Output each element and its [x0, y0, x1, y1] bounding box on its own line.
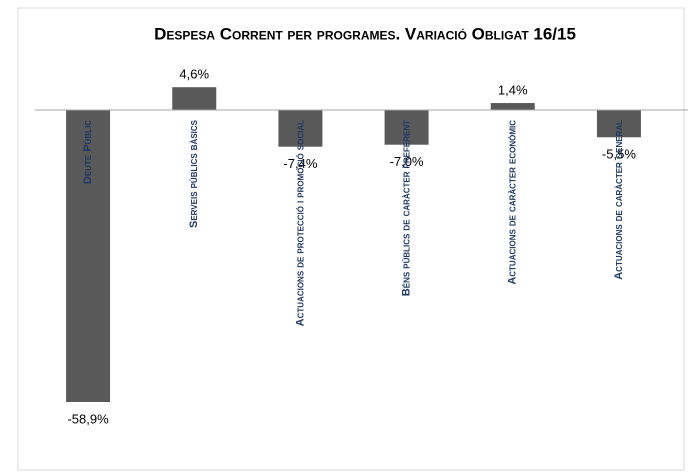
- data-label: -5,5%: [602, 147, 636, 162]
- category-label: Béns públics de caràcter preferent: [400, 120, 412, 296]
- bar: [596, 110, 641, 138]
- category-label: Serveis públics bàsics: [188, 119, 200, 228]
- chart-frame: [17, 7, 685, 471]
- bar: [384, 110, 429, 145]
- category-label: Actuacions de protecció i promoció socia…: [294, 120, 306, 326]
- bar: [172, 87, 217, 110]
- bar: [490, 103, 535, 110]
- data-label: 1,4%: [498, 82, 528, 97]
- data-label: -7,0%: [390, 154, 424, 169]
- bar: [278, 110, 323, 147]
- data-label: -58,9%: [67, 411, 109, 426]
- data-label: -7,4%: [283, 156, 317, 171]
- chart-title: Despesa Corrent per programes. Variació …: [154, 24, 576, 43]
- category-label: Actuacions de caràcter econòmic: [507, 120, 519, 285]
- category-label: Actuacions de caràcter general: [613, 120, 625, 280]
- category-label: Deute Públic: [82, 120, 94, 184]
- data-label: 4,6%: [179, 67, 209, 82]
- bar: [66, 110, 111, 402]
